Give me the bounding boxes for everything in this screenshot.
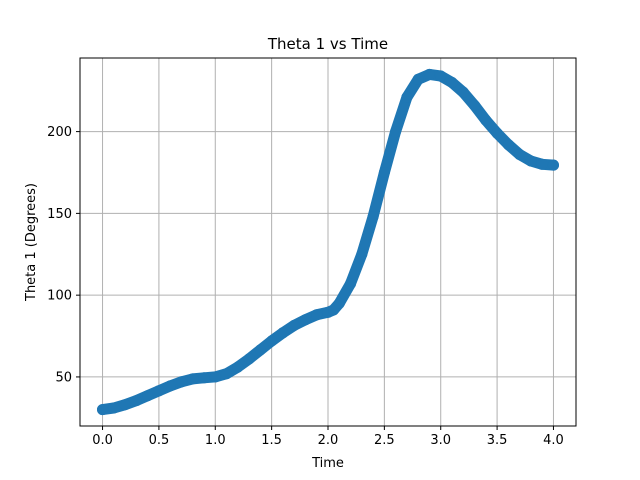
x-tick-label: 0.5 [149,433,170,448]
data-point [378,167,390,178]
data-point [390,126,402,138]
data-point [108,402,120,414]
data-point [525,155,537,167]
data-point [480,114,492,126]
x-tick-label: 0.0 [92,433,113,448]
x-axis-title: Time [311,456,344,471]
data-point [457,86,469,98]
data-point [424,68,435,80]
data-point [164,380,176,392]
data-point [401,91,413,103]
x-tick-label: 3.5 [487,433,508,448]
data-point [198,372,210,384]
y-tick-label: 100 [47,289,72,304]
y-tick-label: 200 [47,125,72,140]
y-axis-title: Theta 1 (Degrees) [24,183,39,302]
data-point [187,373,199,385]
data-point [119,399,131,411]
x-tick-label: 2.5 [374,433,395,448]
data-point [142,390,154,402]
data-point [232,361,244,373]
data-point [277,327,289,339]
data-point [536,158,548,170]
data-point [176,376,187,388]
x-tick-label: 3.0 [430,433,451,448]
data-point [311,309,323,321]
data-point [435,70,447,82]
data-point [367,211,379,223]
x-tick-label: 1.0 [205,433,226,448]
data-point [254,344,266,356]
data-point [469,99,480,111]
data-point [97,404,108,416]
data-point [502,139,514,151]
data-point [130,395,142,407]
data-point [209,371,221,383]
data-point [491,127,503,139]
data-point [514,149,526,160]
data-point [266,335,278,347]
data-point [221,368,232,380]
x-tick-label: 4.0 [543,433,564,448]
data-point [243,353,255,365]
y-tick-label: 50 [55,370,72,385]
data-point [356,248,368,260]
ticks: 0.0 0.5 1.0 1.5 2.0 2.5 3.0 3.5 4.0 50 100 150 200 [47,125,564,448]
chart-title: Theta 1 vs Time [267,35,388,53]
data-series [97,68,559,416]
data-point [300,314,311,326]
data-point [153,385,165,397]
data-point [548,159,559,171]
data-point [412,73,424,85]
data-point [288,319,300,331]
x-tick-label: 2.0 [318,433,339,448]
data-point [446,77,458,88]
x-tick-label: 1.5 [261,433,282,448]
data-point [345,278,356,290]
data-layer [97,68,559,416]
y-tick-label: 150 [47,207,72,222]
data-point [333,297,345,309]
